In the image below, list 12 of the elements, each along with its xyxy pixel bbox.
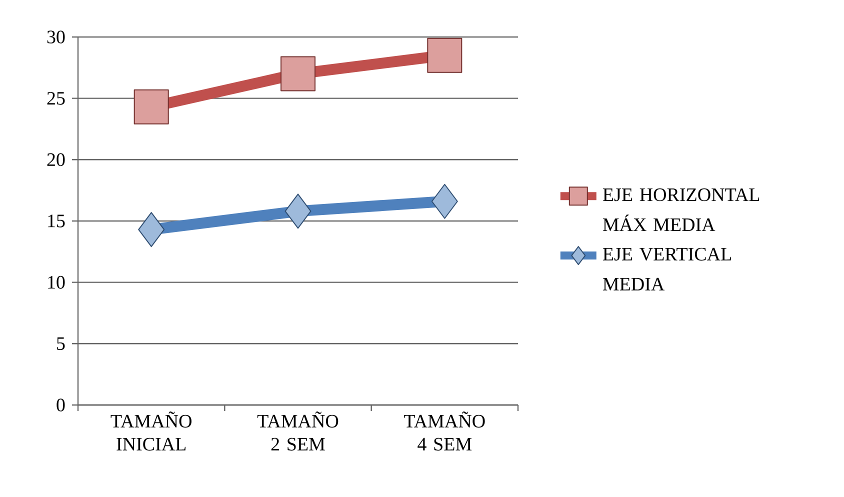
y-tick-label: 25 xyxy=(47,92,65,105)
x-tick-label: TAMAÑO 2 SEM xyxy=(257,412,338,451)
y-tick-label: 15 xyxy=(48,214,65,228)
y-tick-label: 30 xyxy=(47,30,65,44)
y-tick-label: 0 xyxy=(56,398,65,412)
y-tick-label: 10 xyxy=(48,276,65,289)
x-tick-label: TAMAÑO INICIAL xyxy=(110,412,192,451)
x-tick-label: TAMAÑO 4 SEM xyxy=(404,412,485,451)
legend-label: EJE HORIZONTAL MÁX MEDIA xyxy=(602,188,760,231)
y-tick-label: 5 xyxy=(57,337,65,350)
legend-label: EJE VERTICAL MEDIA xyxy=(602,248,731,290)
y-tick-label: 20 xyxy=(47,153,65,166)
